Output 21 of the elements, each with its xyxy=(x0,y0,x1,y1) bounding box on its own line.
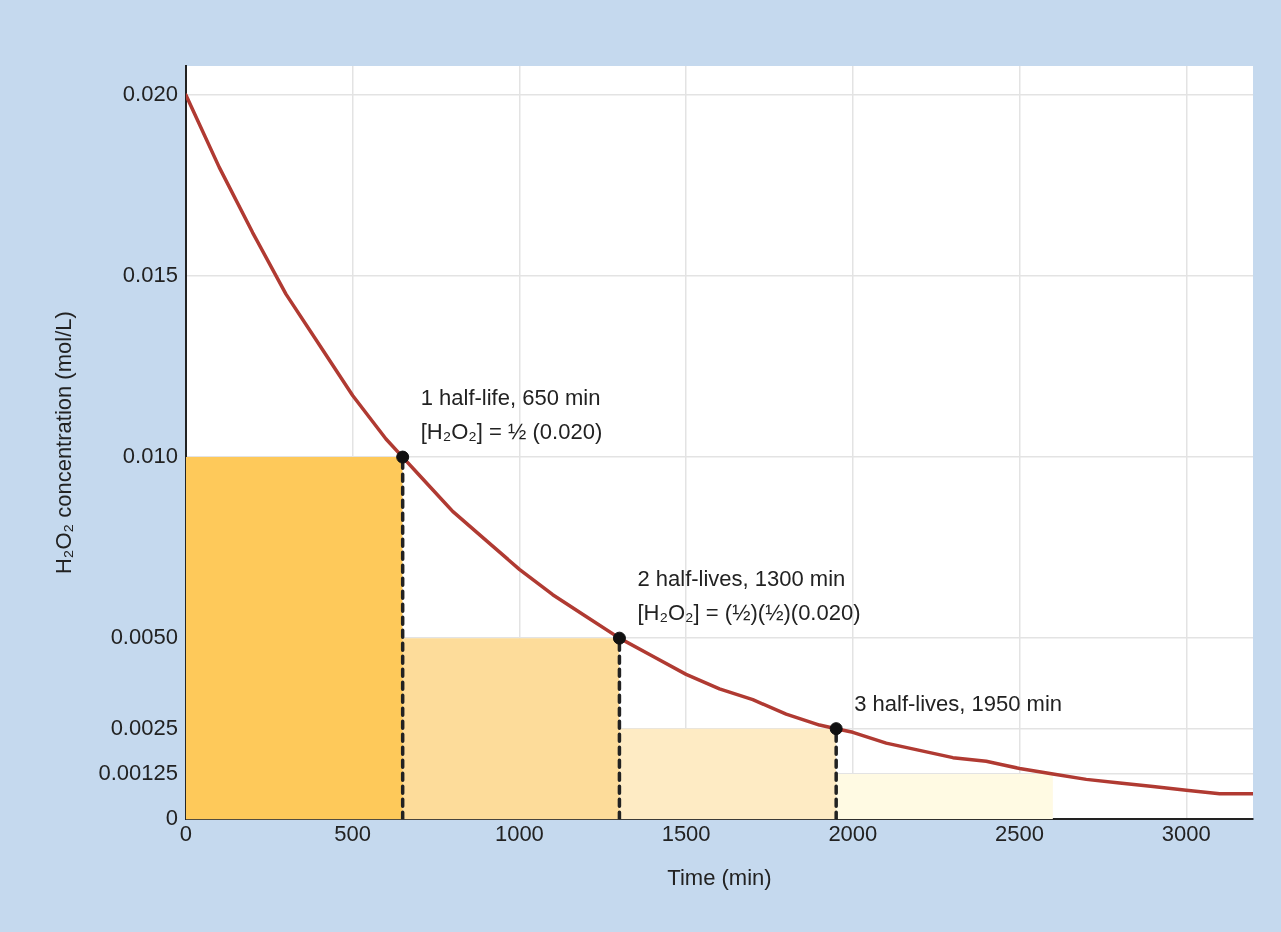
y-tick-label: 0.00125 xyxy=(98,760,178,785)
x-tick-label: 2500 xyxy=(995,821,1045,847)
y-tick-label: 0.0025 xyxy=(110,714,178,740)
x-tick-label: 500 xyxy=(334,821,372,847)
x-axis-title: Time (min) xyxy=(667,864,772,890)
annotation: 3 half-lives, 1950 min xyxy=(854,690,1063,716)
y-tick-label: 0.010 xyxy=(122,443,178,469)
y-tick-label: 0.0050 xyxy=(110,624,178,650)
x-tick-label: 2000 xyxy=(828,821,878,847)
y-tick-label: 0.015 xyxy=(122,262,178,288)
x-tick-label: 1000 xyxy=(494,821,544,847)
x-tick-label: 3000 xyxy=(1161,821,1211,847)
x-tick-label: 1500 xyxy=(661,821,711,847)
annotation: 1 half-life, 650 min [H₂O₂] = ½ (0.020) xyxy=(420,385,603,445)
point xyxy=(829,722,843,736)
y-tick-label: 0 xyxy=(165,805,178,831)
annotation: 2 half-lives, 1300 min [H₂O₂] = (½)(½)(0.020) xyxy=(637,566,861,626)
point xyxy=(396,450,410,464)
point xyxy=(612,631,626,645)
y-tick-label: 0.020 xyxy=(122,81,178,107)
y-axis-title: H₂O₂ concentration (mol/L) xyxy=(51,311,77,575)
